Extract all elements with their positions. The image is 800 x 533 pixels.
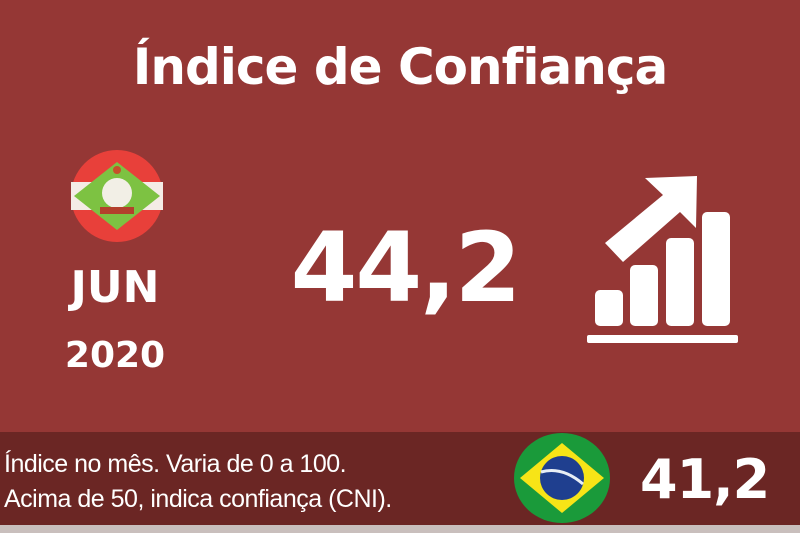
footer-note-line1: Índice no mês. Varia de 0 a 100.: [4, 450, 347, 478]
month-label: JUN: [70, 262, 160, 313]
brazil-flag-icon: [514, 433, 610, 523]
footer-band: [0, 432, 800, 525]
footer-note-line2: Acima de 50, indica confiança (CNI).: [4, 485, 392, 513]
national-index-value: 41,2: [640, 448, 770, 511]
santa-catarina-flag-icon: [71, 150, 163, 242]
year-label: 2020: [64, 335, 166, 376]
page-title: Índice de Confiança: [132, 38, 668, 96]
state-index-value: 44,2: [290, 212, 522, 324]
bar-chart-growth-icon: [587, 176, 738, 343]
